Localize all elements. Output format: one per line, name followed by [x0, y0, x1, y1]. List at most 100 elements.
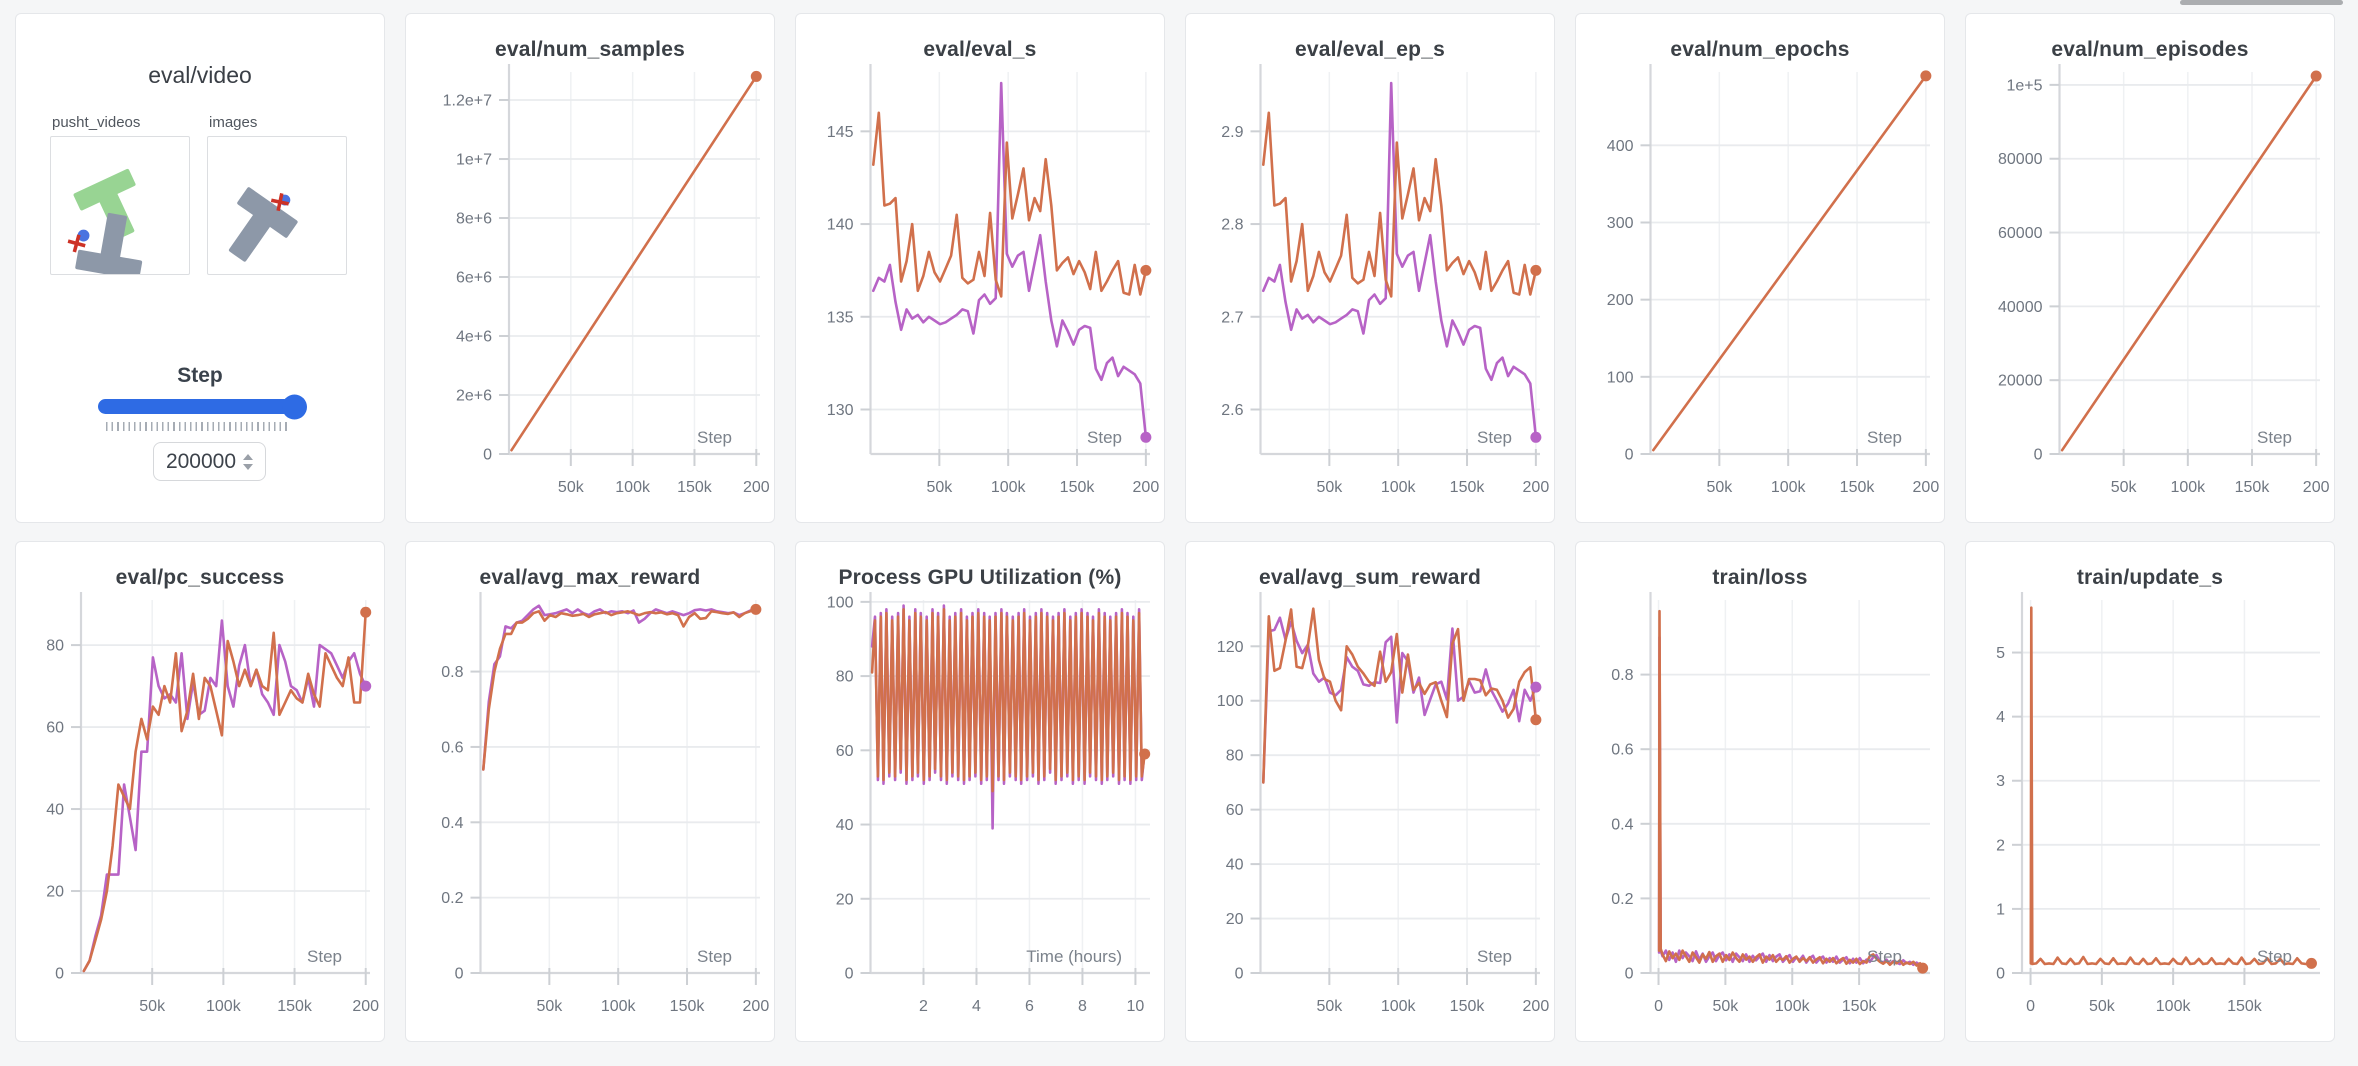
line-chart[interactable]: 130 135 140 145 50k 100k 150k 200 Step	[796, 14, 1164, 522]
svg-text:150k: 150k	[1840, 479, 1876, 496]
svg-text:40: 40	[46, 802, 64, 819]
svg-text:100k: 100k	[206, 998, 242, 1015]
goal-cross	[67, 234, 86, 253]
svg-text:4e+6: 4e+6	[456, 329, 492, 346]
svg-text:2: 2	[1996, 837, 2005, 854]
svg-text:80: 80	[1226, 748, 1244, 765]
panel-eval-eval-s: eval/eval_s 130 135 140 145 50k 100k 150k 200 St…	[795, 13, 1165, 523]
svg-text:60: 60	[1226, 802, 1244, 819]
svg-text:0.2: 0.2	[1611, 891, 1633, 908]
panel-eval-avg-max-reward: eval/avg_max_reward 0 0.2 0.4 0.6 0.8 50k 100k…	[405, 541, 775, 1042]
increment-icon[interactable]	[243, 453, 254, 460]
svg-text:200: 200	[352, 998, 379, 1015]
svg-text:150k: 150k	[1450, 998, 1486, 1015]
line-chart[interactable]: 0 100 200 300 400 50k 100k 150k 200 Step	[1576, 14, 1944, 522]
svg-text:0.6: 0.6	[441, 739, 463, 756]
svg-text:80000: 80000	[1998, 151, 2043, 168]
line-chart[interactable]: 0 2e+6 4e+6 6e+6 8e+6 1e+7 1.2e+7 50k 100k 150k 20…	[406, 14, 774, 522]
svg-text:4: 4	[1996, 709, 2005, 726]
panel-eval-pc-success: eval/pc_success 0 20 40 60 80 50k 100k 150k 200 S…	[15, 541, 385, 1042]
svg-text:50k: 50k	[139, 998, 166, 1015]
svg-text:200: 200	[743, 479, 770, 496]
svg-text:300: 300	[1607, 215, 1634, 232]
line-chart[interactable]: 0 20 40 60 80 100 120 50k 100k 150k 200 Step	[1186, 542, 1554, 1041]
svg-text:200: 200	[2303, 479, 2330, 496]
svg-text:60: 60	[836, 743, 854, 760]
svg-text:2: 2	[919, 998, 928, 1015]
svg-text:0.8: 0.8	[441, 664, 463, 681]
decrement-icon[interactable]	[243, 463, 254, 470]
svg-text:1e+7: 1e+7	[456, 152, 492, 169]
svg-text:150k: 150k	[2235, 479, 2271, 496]
step-slider[interactable]	[98, 394, 307, 419]
svg-text:20: 20	[836, 891, 854, 908]
svg-text:50k: 50k	[1316, 998, 1343, 1015]
svg-text:200: 200	[1913, 479, 1940, 496]
line-chart[interactable]: 0 0.2 0.4 0.6 0.8 0 50k 100k 150k Step	[1576, 542, 1944, 1041]
svg-text:100k: 100k	[615, 479, 651, 496]
svg-text:Step: Step	[1867, 428, 1902, 447]
svg-text:2.9: 2.9	[1221, 124, 1243, 141]
svg-text:145: 145	[827, 124, 854, 141]
svg-text:50k: 50k	[2111, 479, 2138, 496]
svg-text:10: 10	[1127, 998, 1145, 1015]
panel-grid: eval/video pusht_videos images	[15, 13, 2335, 1042]
svg-text:100k: 100k	[1381, 479, 1417, 496]
pusht-scene-render	[228, 187, 298, 262]
svg-text:3: 3	[1996, 773, 2005, 790]
svg-text:Time (hours): Time (hours)	[1026, 947, 1122, 966]
svg-text:200: 200	[1523, 998, 1550, 1015]
line-chart[interactable]: 0 20 40 60 80 100 2 4 6 8 10 Time (hours)	[796, 542, 1164, 1041]
svg-text:0.6: 0.6	[1611, 742, 1633, 759]
svg-text:200: 200	[1133, 479, 1160, 496]
svg-text:Step: Step	[697, 428, 732, 447]
svg-text:40: 40	[1226, 857, 1244, 874]
chart-title: eval/eval_s	[923, 38, 1037, 61]
svg-text:150k: 150k	[2227, 998, 2263, 1015]
video-thumbnail-images[interactable]	[207, 136, 347, 275]
panel-eval-avg-sum-reward: eval/avg_sum_reward 0 20 40 60 80 100 120 50k 10…	[1185, 541, 1555, 1042]
agent-dot	[77, 229, 90, 242]
chart-title: train/update_s	[2076, 566, 2224, 589]
svg-text:200: 200	[743, 998, 770, 1015]
chart-title: eval/num_episodes	[2051, 38, 2249, 61]
svg-text:2.8: 2.8	[1221, 217, 1243, 234]
step-value[interactable]: 200000	[165, 449, 237, 473]
media-key-label: pusht_videos	[52, 114, 141, 131]
svg-text:135: 135	[827, 309, 854, 326]
chart-title: eval/avg_max_reward	[479, 566, 701, 589]
svg-text:100: 100	[1607, 369, 1634, 386]
svg-text:0.4: 0.4	[441, 815, 463, 832]
svg-text:150k: 150k	[670, 998, 706, 1015]
svg-text:150k: 150k	[277, 998, 313, 1015]
svg-text:100k: 100k	[991, 479, 1027, 496]
step-value-input[interactable]: 200000	[153, 442, 266, 481]
svg-text:60: 60	[46, 720, 64, 737]
line-chart[interactable]: 0 20 40 60 80 50k 100k 150k 200 Step	[16, 542, 384, 1041]
svg-text:100k: 100k	[1771, 479, 1807, 496]
svg-text:Step: Step	[2257, 947, 2292, 966]
svg-text:50k: 50k	[2089, 998, 2116, 1015]
svg-text:2.7: 2.7	[1221, 309, 1243, 326]
line-chart[interactable]: 0 0.2 0.4 0.6 0.8 50k 100k 150k 200 Step	[406, 542, 774, 1041]
svg-text:80: 80	[46, 638, 64, 655]
svg-text:6e+6: 6e+6	[456, 270, 492, 287]
svg-text:20: 20	[1226, 911, 1244, 928]
svg-text:130: 130	[827, 402, 854, 419]
media-panel-title: eval/video	[148, 62, 252, 88]
line-chart[interactable]: 2.6 2.7 2.8 2.9 50k 100k 150k 200 Step	[1186, 14, 1554, 522]
svg-text:100k: 100k	[601, 998, 637, 1015]
panel-eval-eval-ep-s: eval/eval_ep_s 2.6 2.7 2.8 2.9 50k 100k 150k 20…	[1185, 13, 1555, 523]
svg-text:40: 40	[836, 817, 854, 834]
horizontal-scrollbar-thumb[interactable]	[2180, 0, 2343, 5]
step-slider-handle[interactable]	[282, 394, 307, 419]
video-thumbnail-pusht[interactable]	[50, 136, 190, 275]
svg-text:20000: 20000	[1998, 373, 2043, 390]
line-chart[interactable]: 0 1 2 3 4 5 0 50k 100k 150k Step	[1966, 542, 2334, 1041]
line-chart[interactable]: 0 20000 40000 60000 80000 1e+5 50k 100k 150k 200 S…	[1966, 14, 2334, 522]
panel-train-update-s: train/update_s 0 1 2 3 4 5 0 50k 100k 150k Step	[1965, 541, 2335, 1042]
panel-eval-num-epochs: eval/num_epochs 0 100 200 300 400 50k 100k 150k…	[1575, 13, 1945, 523]
svg-text:100: 100	[827, 594, 854, 611]
svg-text:200: 200	[1523, 479, 1550, 496]
